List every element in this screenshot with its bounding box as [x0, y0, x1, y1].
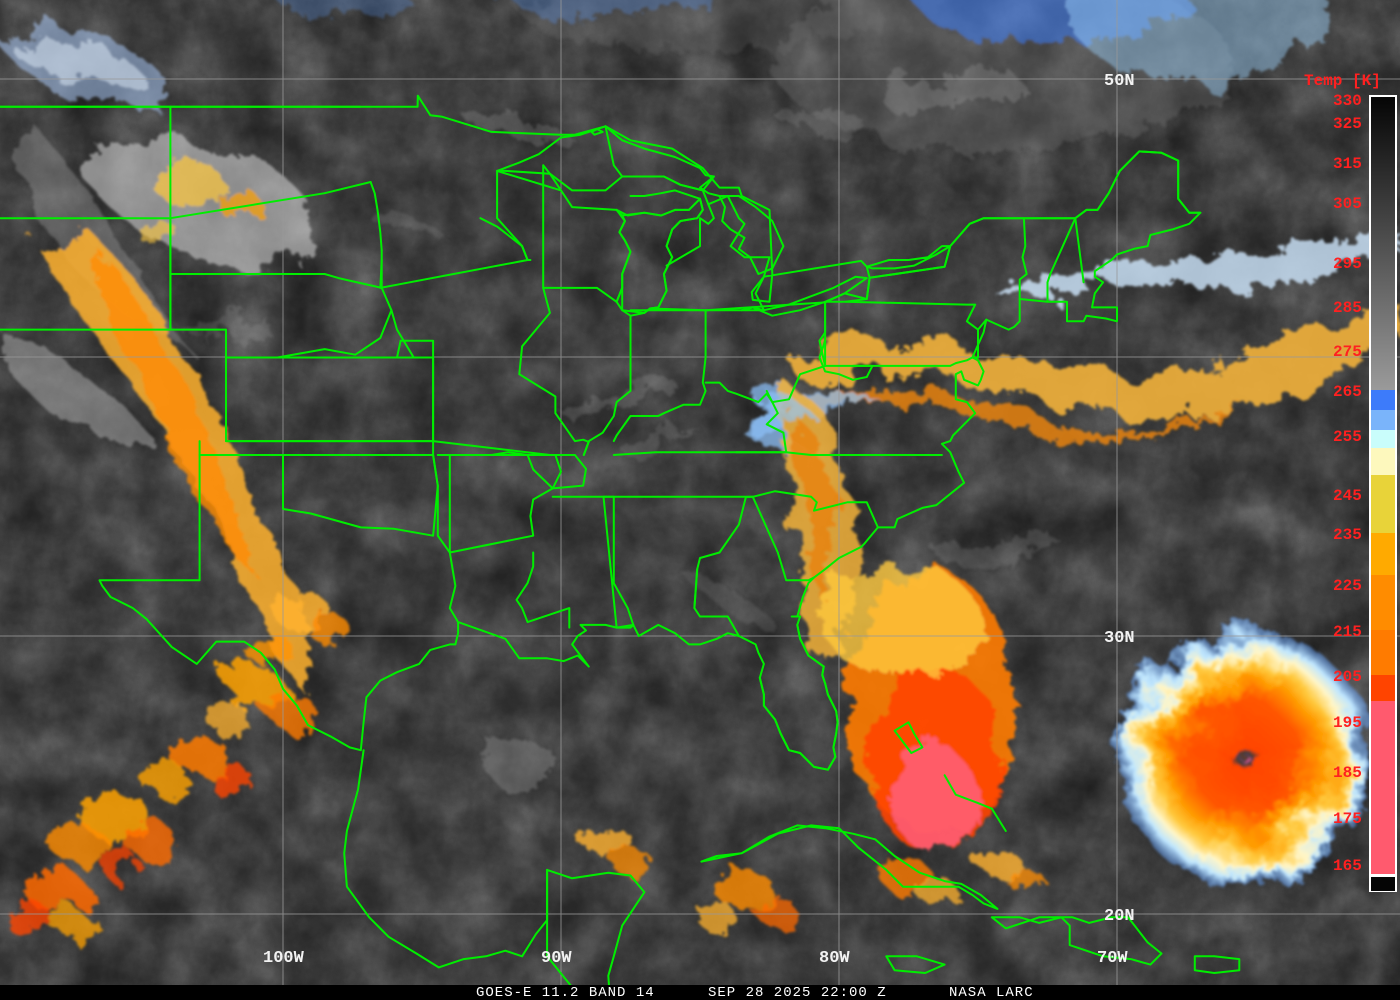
svg-text:325: 325	[1333, 115, 1362, 133]
svg-text:165: 165	[1333, 857, 1362, 875]
svg-text:50N: 50N	[1104, 72, 1135, 91]
svg-text:285: 285	[1333, 299, 1362, 317]
svg-text:GOES-E 11.2 BAND 14: GOES-E 11.2 BAND 14	[476, 985, 655, 1000]
svg-text:305: 305	[1333, 195, 1362, 213]
svg-text:70W: 70W	[1097, 949, 1128, 968]
svg-text:245: 245	[1333, 487, 1362, 505]
svg-text:100W: 100W	[263, 949, 305, 968]
svg-text:SEP 28 2025 22:00 Z: SEP 28 2025 22:00 Z	[708, 985, 887, 1000]
svg-text:NASA LARC: NASA LARC	[949, 985, 1034, 1000]
svg-text:90W: 90W	[541, 949, 572, 968]
svg-text:225: 225	[1333, 577, 1362, 595]
svg-text:235: 235	[1333, 526, 1362, 544]
svg-text:205: 205	[1333, 668, 1362, 686]
svg-text:255: 255	[1333, 428, 1362, 446]
svg-text:20N: 20N	[1104, 907, 1135, 926]
svg-text:175: 175	[1333, 810, 1362, 828]
svg-text:330: 330	[1333, 92, 1362, 110]
svg-text:295: 295	[1333, 255, 1362, 273]
svg-text:215: 215	[1333, 623, 1362, 641]
svg-text:Temp [K]: Temp [K]	[1304, 72, 1381, 90]
svg-text:185: 185	[1333, 764, 1362, 782]
svg-text:30N: 30N	[1104, 629, 1135, 648]
svg-text:80W: 80W	[819, 949, 850, 968]
svg-text:265: 265	[1333, 383, 1362, 401]
svg-text:315: 315	[1333, 155, 1362, 173]
svg-text:275: 275	[1333, 343, 1362, 361]
svg-text:195: 195	[1333, 714, 1362, 732]
